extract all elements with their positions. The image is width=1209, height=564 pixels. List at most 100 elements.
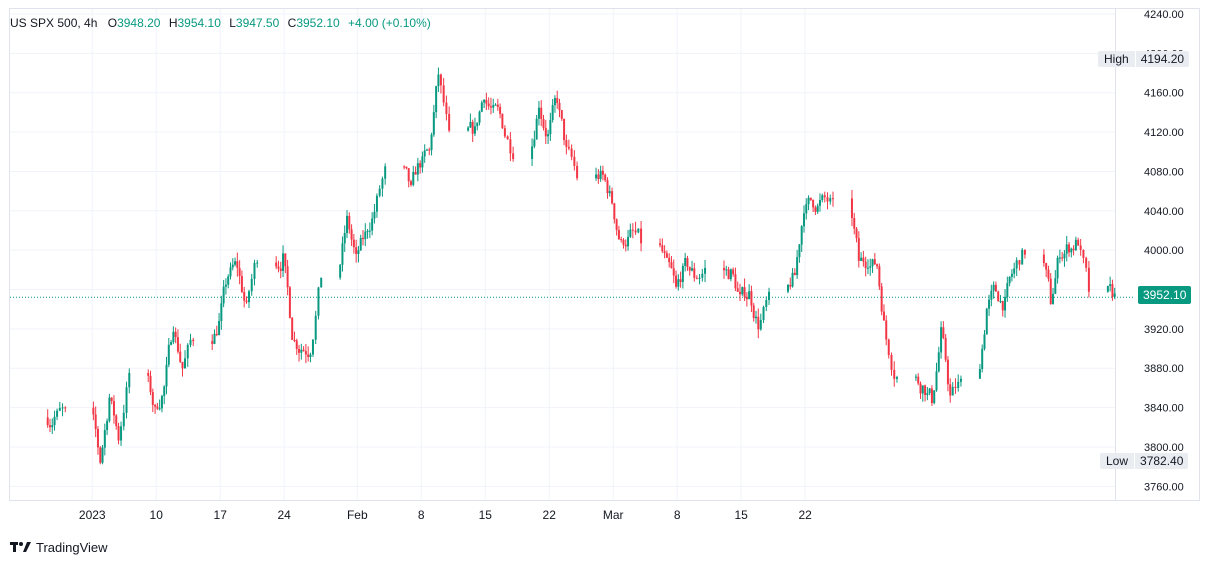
candle-body <box>818 199 821 206</box>
candle-body <box>103 430 106 448</box>
x-tick-label: 2023 <box>79 508 106 522</box>
candle-body <box>890 354 893 370</box>
candle-body <box>1045 263 1048 270</box>
candle-body <box>359 237 362 251</box>
candle-body <box>829 198 832 202</box>
candle-body <box>362 237 365 240</box>
candle-body <box>245 300 248 303</box>
candle-body <box>165 364 168 387</box>
candle-body <box>174 331 177 338</box>
candle-body <box>691 268 694 271</box>
candle-body <box>750 291 753 306</box>
candle-body <box>796 257 799 276</box>
candle-body <box>1042 254 1045 264</box>
candlestick-series <box>46 67 1116 465</box>
candle-body <box>240 276 243 292</box>
candle-body <box>556 98 559 103</box>
candle-body <box>229 267 232 277</box>
candle-body <box>309 354 312 358</box>
candle-body <box>368 230 371 232</box>
candle-body <box>732 269 735 275</box>
candle-body <box>339 264 342 278</box>
candle-body <box>914 376 917 378</box>
candle-body <box>1063 253 1066 259</box>
candle-body <box>314 315 317 340</box>
symbol-legend: US SPX 500, 4h O3948.20 H3954.10 L3947.5… <box>10 16 431 30</box>
candle-body <box>432 112 435 135</box>
candle-body <box>288 287 291 318</box>
candle-body <box>279 268 282 271</box>
candle-body <box>544 127 547 137</box>
candle-body <box>672 268 675 276</box>
candle-body <box>506 136 509 140</box>
candle-body <box>1068 244 1071 253</box>
candle-body <box>409 181 412 185</box>
candle-body <box>805 204 808 214</box>
candle-body <box>110 397 113 402</box>
candle-body <box>149 375 152 393</box>
candle-body <box>537 107 540 119</box>
candle-body <box>186 344 189 359</box>
candle-body <box>215 333 218 336</box>
candle-body <box>997 291 1000 302</box>
x-tick-label: 24 <box>278 508 292 522</box>
candle-body <box>222 286 225 304</box>
price-axis[interactable]: 4240.004200.004160.004120.004080.004040.… <box>1144 9 1184 493</box>
candle-body <box>61 407 64 409</box>
candle-body <box>480 102 483 112</box>
candle-body <box>300 349 303 353</box>
candle-body <box>1010 273 1013 277</box>
candle-body <box>933 390 936 404</box>
candle-body <box>535 118 538 140</box>
candle-body <box>304 351 307 355</box>
candle-body <box>786 284 789 292</box>
candle-body <box>1065 244 1068 254</box>
candle-body <box>256 262 259 264</box>
candle-body <box>439 74 442 86</box>
candle-body <box>807 197 810 205</box>
candle-body <box>435 86 438 113</box>
candle-body <box>617 229 620 240</box>
candle-body <box>357 250 360 254</box>
candle-body <box>866 267 869 269</box>
y-tick-label: 3800.00 <box>1144 442 1184 454</box>
candle-body <box>853 217 856 229</box>
candle-body <box>629 229 632 237</box>
candle-body <box>620 239 623 241</box>
candle-body <box>1008 276 1011 284</box>
candle-body <box>346 215 349 234</box>
candle-body <box>871 259 874 267</box>
price-chart[interactable]: 4240.004200.004160.004120.004080.004040.… <box>0 0 1209 530</box>
branding[interactable]: TradingView <box>10 538 108 556</box>
candle-body <box>1018 260 1021 265</box>
candle-body <box>935 371 938 391</box>
candle-body <box>882 311 885 321</box>
candle-body <box>752 305 755 319</box>
candle-body <box>1109 284 1112 286</box>
high-value: 3954.10 <box>177 16 221 30</box>
candle-body <box>723 267 726 271</box>
x-tick-label: 8 <box>418 508 425 522</box>
low-marker-value: 3782.40 <box>1134 453 1189 469</box>
time-axis[interactable]: 2023 10 17 24 Feb 8 15 22 Mar 8 15 22 <box>79 508 812 522</box>
candle-body <box>551 105 554 121</box>
candle-body <box>355 247 358 254</box>
y-tick-label: 3760.00 <box>1144 481 1184 493</box>
candle-body <box>298 348 301 353</box>
candle-body <box>736 288 739 292</box>
candle-body <box>558 102 561 111</box>
x-tick-label: Mar <box>603 508 624 522</box>
candle-body <box>1111 284 1114 297</box>
y-tick-label: 4080.00 <box>1144 166 1184 178</box>
candle-body <box>51 425 54 428</box>
x-tick-label: 22 <box>798 508 812 522</box>
candle-body <box>940 327 943 353</box>
candle-body <box>156 406 159 409</box>
candle-body <box>597 174 600 180</box>
candle-body <box>92 407 95 415</box>
y-tick-label: 4120.00 <box>1144 127 1184 139</box>
candle-body <box>754 316 757 319</box>
candle-body <box>147 372 150 376</box>
candle-body <box>469 121 472 128</box>
candle-body <box>567 146 570 149</box>
